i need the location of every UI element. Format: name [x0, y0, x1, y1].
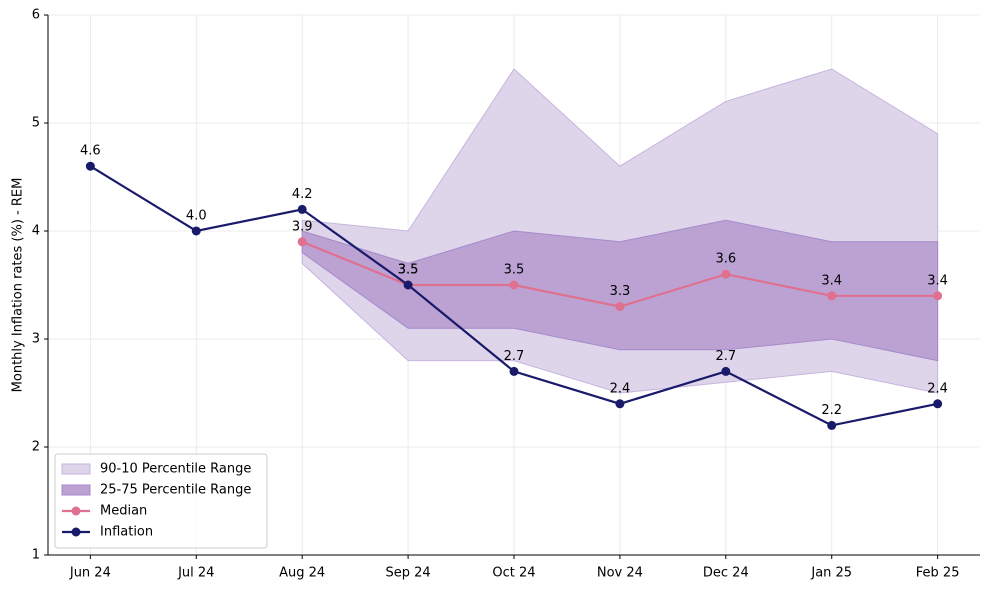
data-point: [933, 399, 943, 409]
data-point: [509, 366, 519, 376]
data-label: 3.4: [927, 273, 948, 288]
data-point: [191, 226, 201, 236]
x-tick-label: Dec 24: [703, 566, 749, 581]
data-point: [615, 399, 625, 409]
data-label: 2.4: [927, 381, 948, 396]
legend-label: 90-10 Percentile Range: [100, 462, 251, 477]
legend-label: 25-75 Percentile Range: [100, 483, 251, 498]
legend-swatch: [61, 463, 91, 475]
data-label: 3.3: [610, 284, 631, 299]
legend-marker: [71, 506, 81, 516]
x-tick-label: Oct 24: [492, 566, 535, 581]
legend-label: Inflation: [100, 525, 153, 540]
legend-marker: [71, 527, 81, 537]
x-tick-label: Aug 24: [279, 566, 325, 581]
y-tick-label: 6: [32, 8, 40, 23]
x-tick-label: Jun 24: [69, 566, 111, 581]
data-point: [615, 302, 625, 312]
y-tick-label: 4: [32, 224, 40, 239]
data-label: 4.6: [80, 144, 101, 159]
data-label: 3.4: [821, 273, 842, 288]
legend-box: [54, 453, 268, 549]
legend-label: Median: [100, 504, 147, 519]
data-point: [85, 161, 95, 171]
data-point: [721, 269, 731, 279]
data-point: [827, 420, 837, 430]
band-area: [301, 219, 939, 362]
data-label: 3.5: [398, 263, 419, 278]
data-point: [509, 280, 519, 290]
data-label: 3.5: [504, 263, 525, 278]
data-label: 2.7: [715, 349, 736, 364]
data-label: 3.5: [398, 263, 419, 278]
data-label: 2.7: [504, 349, 525, 364]
data-label: 4.2: [292, 187, 313, 202]
data-point: [297, 204, 307, 214]
x-tick-label: Jan 25: [810, 566, 852, 581]
x-tick-label: Nov 24: [597, 566, 643, 581]
y-axis-label: Monthly Inflation rates (%) - REM: [11, 178, 26, 393]
x-tick-label: Sep 24: [385, 566, 430, 581]
data-label: 2.2: [821, 403, 842, 418]
data-point: [933, 291, 943, 301]
data-label: 3.9: [292, 219, 313, 234]
y-tick-label: 1: [32, 548, 40, 563]
x-tick-label: Feb 25: [916, 566, 960, 581]
data-point: [721, 366, 731, 376]
data-point: [827, 291, 837, 301]
y-tick-label: 2: [32, 440, 40, 455]
data-label: 4.0: [186, 209, 207, 224]
y-tick-label: 5: [32, 116, 40, 131]
data-point: [403, 280, 413, 290]
data-label: 2.4: [610, 381, 631, 396]
y-tick-label: 3: [32, 332, 40, 347]
legend-swatch: [61, 484, 91, 496]
x-tick-label: Jul 24: [177, 566, 214, 581]
data-point: [297, 237, 307, 247]
data-label: 3.6: [715, 252, 736, 267]
